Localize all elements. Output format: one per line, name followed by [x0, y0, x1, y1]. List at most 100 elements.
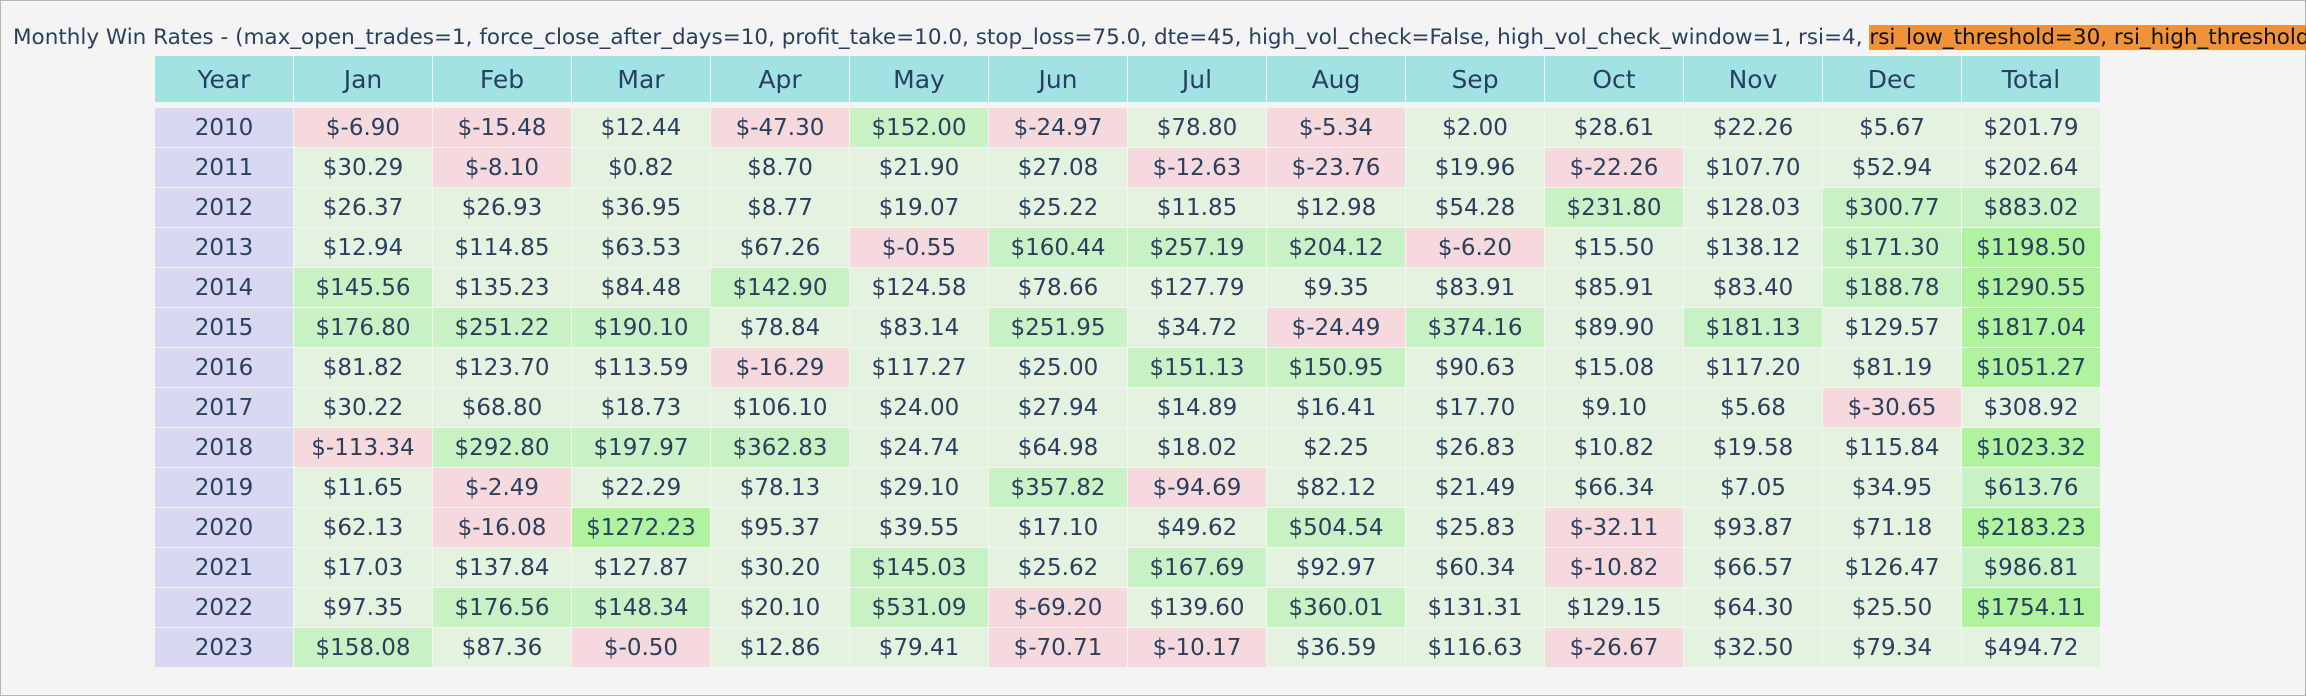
table-row: 2019 $11.65 $-2.49 $22.29 $78.13 $29.10 $357.8… [155, 468, 2101, 508]
total-cell: $201.79 [1962, 108, 2101, 148]
value-cell-aug: $12.98 [1267, 188, 1406, 228]
win-rates-table: Year Jan Feb Mar Apr May Jun Jul Aug Sep Oct Nov Dec… [155, 56, 2101, 668]
value-cell-jun: $78.66 [989, 268, 1128, 308]
value-cell-sep: $54.28 [1406, 188, 1545, 228]
value-cell-oct: $15.08 [1545, 348, 1684, 388]
table-row: 2022 $97.35 $176.56 $148.34 $20.10 $531.09 $-6… [155, 588, 2101, 628]
value-cell-nov: $117.20 [1684, 348, 1823, 388]
value-cell-mar: $22.29 [572, 468, 711, 508]
value-cell-mar: $127.87 [572, 548, 711, 588]
value-cell-jan: $145.56 [294, 268, 433, 308]
table-row: 2017 $30.22 $68.80 $18.73 $106.10 $24.00 $27.9… [155, 388, 2101, 428]
value-cell-may: $145.03 [850, 548, 989, 588]
value-cell-jun: $27.94 [989, 388, 1128, 428]
value-cell-jan: $-6.90 [294, 108, 433, 148]
table-row: 2020 $62.13 $-16.08 $1272.23 $95.37 $39.55 $17… [155, 508, 2101, 548]
value-cell-apr: $67.26 [711, 228, 850, 268]
value-cell-jan: $30.22 [294, 388, 433, 428]
column-header-feb: Feb [433, 56, 572, 103]
value-cell-oct: $10.82 [1545, 428, 1684, 468]
value-cell-jun: $25.62 [989, 548, 1128, 588]
year-cell: 2022 [155, 588, 294, 628]
value-cell-sep: $19.96 [1406, 148, 1545, 188]
value-cell-nov: $64.30 [1684, 588, 1823, 628]
value-cell-jul: $78.80 [1128, 108, 1267, 148]
chart-title-main: Monthly Win Rates - (max_open_trades=1, … [13, 25, 1870, 50]
header-row: Year Jan Feb Mar Apr May Jun Jul Aug Sep Oct Nov Dec… [155, 56, 2101, 103]
table-row: 2021 $17.03 $137.84 $127.87 $30.20 $145.03 $25… [155, 548, 2101, 588]
column-header-jul: Jul [1128, 56, 1267, 103]
column-header-may: May [850, 56, 989, 103]
value-cell-jul: $49.62 [1128, 508, 1267, 548]
value-cell-may: $-0.55 [850, 228, 989, 268]
column-header-total: Total [1962, 56, 2101, 103]
year-cell: 2015 [155, 308, 294, 348]
value-cell-may: $24.74 [850, 428, 989, 468]
value-cell-aug: $92.97 [1267, 548, 1406, 588]
value-cell-jan: $62.13 [294, 508, 433, 548]
value-cell-sep: $21.49 [1406, 468, 1545, 508]
value-cell-jun: $27.08 [989, 148, 1128, 188]
value-cell-apr: $12.86 [711, 628, 850, 668]
value-cell-jul: $-94.69 [1128, 468, 1267, 508]
table-row: 2016 $81.82 $123.70 $113.59 $-16.29 $117.27 $2… [155, 348, 2101, 388]
value-cell-feb: $114.85 [433, 228, 572, 268]
value-cell-may: $531.09 [850, 588, 989, 628]
value-cell-apr: $8.77 [711, 188, 850, 228]
total-cell: $613.76 [1962, 468, 2101, 508]
value-cell-aug: $150.95 [1267, 348, 1406, 388]
year-cell: 2012 [155, 188, 294, 228]
value-cell-jun: $25.22 [989, 188, 1128, 228]
value-cell-may: $39.55 [850, 508, 989, 548]
value-cell-jan: $12.94 [294, 228, 433, 268]
value-cell-apr: $142.90 [711, 268, 850, 308]
value-cell-dec: $81.19 [1823, 348, 1962, 388]
value-cell-jul: $167.69 [1128, 548, 1267, 588]
value-cell-aug: $504.54 [1267, 508, 1406, 548]
total-cell: $1817.04 [1962, 308, 2101, 348]
value-cell-jun: $-69.20 [989, 588, 1128, 628]
value-cell-nov: $19.58 [1684, 428, 1823, 468]
column-header-jun: Jun [989, 56, 1128, 103]
year-cell: 2010 [155, 108, 294, 148]
value-cell-jan: $81.82 [294, 348, 433, 388]
value-cell-feb: $-2.49 [433, 468, 572, 508]
total-cell: $494.72 [1962, 628, 2101, 668]
year-cell: 2020 [155, 508, 294, 548]
value-cell-jul: $-10.17 [1128, 628, 1267, 668]
year-cell: 2019 [155, 468, 294, 508]
table-row: 2011 $30.29 $-8.10 $0.82 $8.70 $21.90 $27.08 $-… [155, 148, 2101, 188]
value-cell-jan: $30.29 [294, 148, 433, 188]
column-header-aug: Aug [1267, 56, 1406, 103]
value-cell-jul: $34.72 [1128, 308, 1267, 348]
total-cell: $202.64 [1962, 148, 2101, 188]
value-cell-feb: $87.36 [433, 628, 572, 668]
value-cell-oct: $129.15 [1545, 588, 1684, 628]
total-cell: $1198.50 [1962, 228, 2101, 268]
value-cell-oct: $66.34 [1545, 468, 1684, 508]
value-cell-jul: $11.85 [1128, 188, 1267, 228]
value-cell-oct: $-10.82 [1545, 548, 1684, 588]
value-cell-apr: $8.70 [711, 148, 850, 188]
value-cell-aug: $360.01 [1267, 588, 1406, 628]
header-gap [155, 103, 2101, 108]
value-cell-oct: $231.80 [1545, 188, 1684, 228]
value-cell-apr: $78.13 [711, 468, 850, 508]
value-cell-feb: $137.84 [433, 548, 572, 588]
value-cell-sep: $116.63 [1406, 628, 1545, 668]
value-cell-nov: $66.57 [1684, 548, 1823, 588]
value-cell-aug: $204.12 [1267, 228, 1406, 268]
value-cell-jan: $97.35 [294, 588, 433, 628]
value-cell-may: $24.00 [850, 388, 989, 428]
value-cell-oct: $9.10 [1545, 388, 1684, 428]
value-cell-feb: $-15.48 [433, 108, 572, 148]
value-cell-dec: $126.47 [1823, 548, 1962, 588]
value-cell-may: $117.27 [850, 348, 989, 388]
value-cell-aug: $-23.76 [1267, 148, 1406, 188]
value-cell-sep: $26.83 [1406, 428, 1545, 468]
value-cell-feb: $68.80 [433, 388, 572, 428]
value-cell-nov: $138.12 [1684, 228, 1823, 268]
value-cell-oct: $-26.67 [1545, 628, 1684, 668]
total-cell: $1051.27 [1962, 348, 2101, 388]
